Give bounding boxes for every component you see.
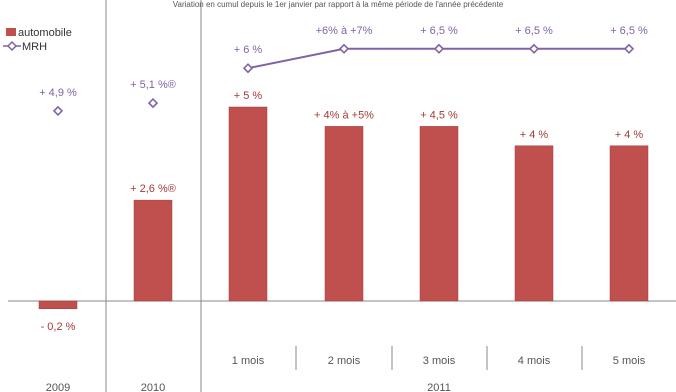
mrh-label-5: + 6,5 % (515, 25, 553, 37)
category-label-0: 2009 (46, 382, 70, 392)
mrh-marker-3 (338, 43, 350, 54)
mrh-label-0: + 4,9 % (39, 87, 77, 99)
bar-automobile-1 (133, 199, 173, 302)
category-labels: 2009 2010 1 mois 2 mois 3 mois 4 mois 5 mois 20… (46, 355, 646, 392)
category-label-3: 2 mois (328, 355, 361, 367)
bar-automobile-0 (38, 300, 78, 310)
bar-automobile-4 (419, 126, 459, 302)
bar-label-automobile-1: + 2,6 %® (130, 183, 176, 195)
mrh-label-3: +6% à +7% (316, 25, 373, 37)
bar-automobile-5 (514, 145, 554, 302)
bar-label-automobile-4: + 4,5 % (420, 109, 458, 121)
category-group-label-2011: 2011 (427, 382, 451, 392)
mrh-label-4: + 6,5 % (420, 25, 458, 37)
mrh-label-6: + 6,5 % (610, 25, 648, 37)
category-label-6: 5 mois (613, 355, 646, 367)
mrh-label-1: + 5,1 %® (130, 79, 176, 91)
mrh-marker-5 (528, 43, 540, 54)
bar-label-automobile-5: + 4 % (520, 129, 549, 141)
bar-automobile-3 (324, 126, 364, 302)
legend: automobile MRH (3, 27, 72, 53)
mrh-label-2: + 6 % (234, 44, 263, 56)
mrh-marker-0 (52, 105, 64, 117)
category-label-5: 4 mois (518, 355, 551, 367)
bar-automobile-2 (228, 106, 268, 302)
category-label-1: 2010 (141, 382, 165, 392)
category-label-2: 1 mois (232, 355, 265, 367)
mrh-marker-1 (147, 97, 159, 109)
chart-subtitle: Variation en cumul depuis le 1er janvier… (173, 0, 504, 9)
bar-label-automobile-0: - 0,2 % (41, 321, 76, 333)
mrh-marker-2 (242, 63, 254, 74)
bar-labels: - 0,2 % + 2,6 %® + 5 % + 4% à +5% + 4,5 % + 4… (41, 90, 644, 333)
bar-label-automobile-3: + 4% à +5% (314, 109, 374, 121)
mrh-marker-4 (433, 43, 445, 54)
bars (38, 106, 649, 310)
legend-mrh-label: MRH (22, 41, 47, 53)
bar-automobile-6 (609, 145, 649, 302)
mrh-markers (52, 43, 635, 117)
legend-mrh-marker (6, 40, 18, 52)
bar-label-automobile-2: + 5 % (234, 90, 263, 102)
mrh-marker-6 (623, 43, 635, 54)
mrh-labels: + 4,9 % + 5,1 %® + 6 % +6% à +7% + 6,5 % + 6,… (39, 25, 648, 99)
legend-automobile-label: automobile (18, 27, 72, 39)
bar-label-automobile-6: + 4 % (615, 129, 644, 141)
category-label-4: 3 mois (423, 355, 456, 367)
legend-automobile-swatch (6, 28, 16, 36)
